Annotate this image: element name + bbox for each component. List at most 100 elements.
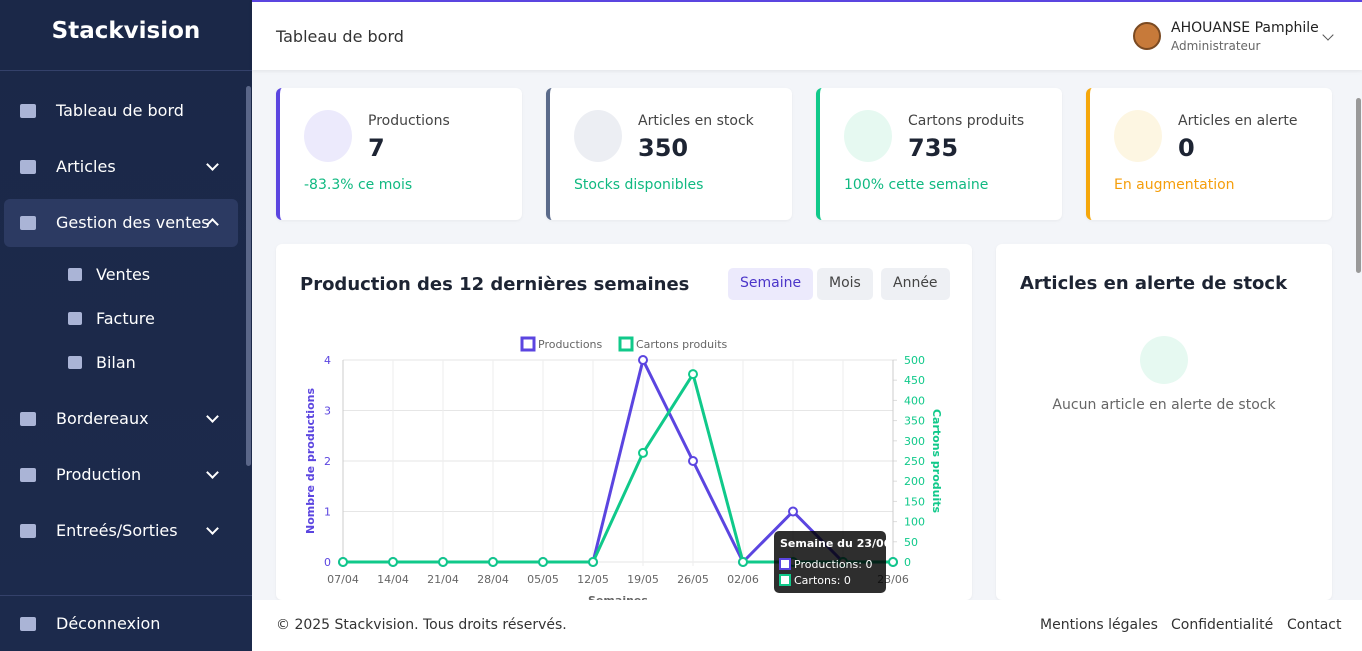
y2-tick-label: 450 [904,374,925,387]
y2-tick-label: 400 [904,394,925,407]
icon [20,617,36,631]
icon [68,312,82,325]
x-tick-label: 21/04 [427,573,459,586]
tooltip-line: Cartons: 0 [794,574,851,587]
y2-tick-label: 500 [904,354,925,367]
chart-title: Production des 12 dernières semaines [300,274,690,295]
chevron [206,522,219,535]
kpi-value: 735 [908,134,959,162]
icon [20,412,36,426]
chevron [206,410,219,423]
y2-tick-label: 0 [904,556,911,569]
y2-tick-label: 250 [904,455,925,468]
scrollbar [246,86,251,466]
button[interactable]: Mois [817,268,873,300]
logout[interactable]: Déconnexion [56,614,161,633]
kpi-value: 7 [368,134,385,162]
x-tick-label: 19/05 [627,573,659,586]
kpi-label: Cartons produits [908,113,1025,129]
button[interactable]: Année [881,268,950,300]
icon [304,110,352,162]
kpi-note: Stocks disponibles [574,177,704,193]
x-tick-label: 26/05 [677,573,709,586]
menu-item[interactable]: Production [56,465,142,484]
data-point [488,557,498,567]
legend-label: Productions [538,338,603,351]
data-point [438,557,448,567]
legend-label: Cartons produits [636,338,728,351]
data-point [638,355,648,365]
icon [574,110,622,162]
menu-item[interactable]: Articles [56,157,116,176]
x-tick-label: 05/05 [527,573,559,586]
data-point [538,557,548,567]
submenu-item[interactable]: Bilan [96,353,136,372]
menu-item[interactable]: Tableau de bord [56,101,184,120]
brand[interactable]: Stackvision [51,18,201,44]
kpi-label: Articles en alerte [1178,113,1298,129]
alerts-card: Articles en alerte de stock Aucun articl… [996,244,1332,600]
chevron [206,158,219,171]
tooltip-title: Semaine du 23/06 [780,537,892,550]
data-point [338,557,348,567]
y-tick-label: 0 [324,556,331,569]
footer: © 2025 Stackvision. Tous droits réservés… [252,600,1362,651]
x-tick-label: 14/04 [377,573,409,586]
tooltip-swatch [779,574,791,586]
data-point [888,557,898,567]
data-point [638,447,648,458]
submenu-item[interactable]: Facture [96,309,155,328]
page-title: Tableau de bord [276,27,404,46]
header: Tableau de bord AHOUANSE Pamphile Admini… [252,0,1362,70]
submenu-item[interactable]: Ventes [96,265,151,284]
y2-tick-label: 100 [904,516,925,529]
menu-item[interactable]: Entreés/Sorties [56,521,178,540]
tooltip-bg [774,531,886,593]
kpi-card: Articles en alerte 0 En augmentation [1086,88,1332,220]
kpi-note: 100% cette semaine [844,177,989,193]
icon [20,160,36,174]
menu-item[interactable]: Bordereaux [56,409,149,428]
menu-item[interactable]: Gestion des ventes [56,213,210,232]
check-icon [1140,336,1188,384]
kpi-label: Productions [368,113,450,129]
data-point [688,369,698,380]
kpi-card: Articles en stock 350 Stocks disponibles [546,88,792,220]
scrollbar [1356,98,1361,273]
icon [20,104,36,118]
y2-tick-label: 300 [904,435,925,448]
icon [20,468,36,482]
user-role: Administrateur [1171,39,1261,53]
y2-tick-label: 200 [904,475,925,488]
legend-swatch [618,336,634,352]
icon [844,110,892,162]
tooltip-swatch [779,558,791,570]
button[interactable]: Semaine [728,268,814,300]
separator [0,595,252,596]
alerts-title: Articles en alerte de stock [1020,273,1288,294]
y-tick-label: 1 [324,506,331,519]
icon [20,216,36,230]
y-axis-title: Nombre de productions [304,388,317,534]
icon [20,524,36,538]
data-point [588,557,598,567]
active-bg [4,199,238,247]
user-name[interactable]: AHOUANSE Pamphile [1171,20,1319,36]
y2-axis-title: Cartons produits [930,409,943,514]
avatar[interactable] [1133,22,1161,50]
footer-link[interactable]: Mentions légales [1040,617,1158,633]
data-point [688,456,698,466]
legend-swatch [520,336,536,352]
y-tick-label: 2 [324,455,331,468]
separator [0,70,252,71]
footer-link[interactable]: Contact [1287,617,1342,633]
tooltip-line: Productions: 0 [794,558,872,571]
footer-link[interactable]: Confidentialité [1171,617,1274,633]
chevron[interactable] [1322,29,1334,41]
kpi-card: Cartons produits 735 100% cette semaine [816,88,1062,220]
y2-tick-label: 50 [904,536,918,549]
alerts-message: Aucun article en alerte de stock [1052,397,1276,413]
icon [68,356,82,369]
y2-tick-label: 150 [904,495,925,508]
